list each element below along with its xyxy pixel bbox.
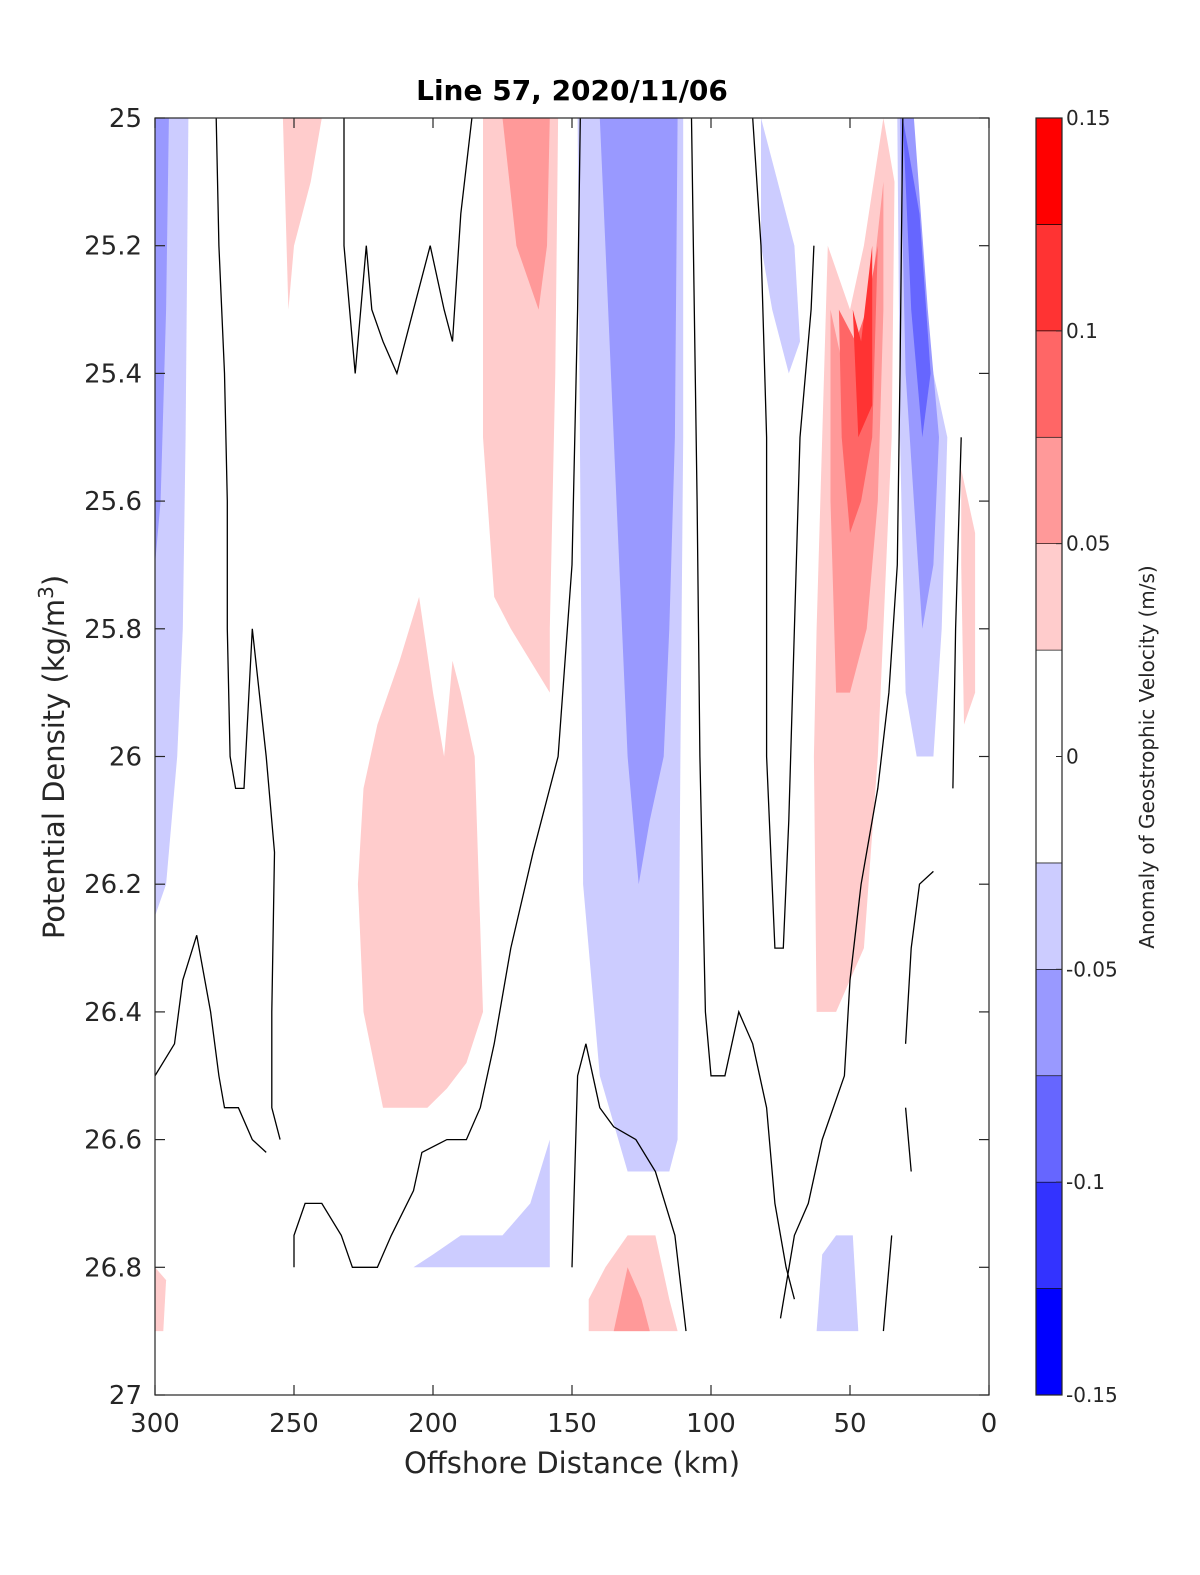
colorbar-tick-label: 0 (1066, 745, 1079, 769)
x-tick-label: 300 (130, 1409, 180, 1439)
colorbar-band (1035, 117, 1063, 225)
contour-region-4 (502, 118, 550, 310)
zero-contour-10 (904, 1107, 912, 1172)
zero-contour-9 (904, 870, 934, 1044)
zero-contour-5 (690, 118, 796, 1300)
y-axis-label-sup: 3 (34, 586, 58, 599)
zero-contour-2 (293, 118, 581, 1268)
x-axis-label: Offshore Distance (km) (404, 1446, 740, 1480)
zero-contour-7 (779, 118, 904, 1319)
y-tick-label: 25.6 (84, 487, 142, 517)
y-tick-label: 25.4 (84, 359, 142, 389)
y-axis-label-main: Potential Density (kg/m (37, 599, 71, 939)
y-axis-label: Potential Density (kg/m3) (34, 575, 71, 939)
x-tick-label: 250 (269, 1409, 319, 1439)
colorbar-band (1035, 1075, 1063, 1183)
contour-region-21 (155, 1267, 167, 1332)
zero-contour-4 (571, 1043, 687, 1332)
zero-contour-11 (952, 437, 962, 789)
contour-region-16 (961, 469, 976, 725)
y-tick-label: 25.2 (84, 232, 142, 262)
contour-region-17 (413, 1139, 550, 1268)
y-axis: 25 25.2 25.4 25.6 25.8 26 26.2 26.4 26.6 26.8 27 (84, 104, 989, 1411)
x-tick-label: 100 (686, 1409, 736, 1439)
zero-contour-6 (752, 118, 815, 949)
zero-contour-8 (882, 1235, 893, 1332)
y-tick-label: 26.2 (84, 870, 142, 900)
colorbar-tick-label: -0.05 (1066, 957, 1118, 981)
colorbar-tick-label: -0.15 (1066, 1383, 1118, 1407)
y-tick-label: 25 (109, 104, 142, 134)
colorbar-tick-label: 0.15 (1066, 106, 1111, 130)
contour-region-5 (357, 596, 483, 1108)
y-tick-label: 26.4 (84, 998, 142, 1028)
contour-region-19 (613, 1267, 650, 1332)
x-tick-label: 200 (408, 1409, 458, 1439)
contour-region-2 (282, 118, 322, 310)
colorbar-band (1035, 224, 1063, 332)
colorbar-tick-label: 0.05 (1066, 532, 1111, 556)
colorbar-ticks: 0.15 0.1 0.05 0 -0.05 -0.1 -0.15 (1056, 106, 1118, 1407)
zero-contour-lines (155, 118, 962, 1332)
y-axis-label-end: ) (37, 575, 71, 586)
y-tick-label: 27 (109, 1381, 142, 1411)
zero-contour-1 (155, 935, 267, 1153)
colorbar-label: Anomaly of Geostrophic Velocity (m/s) (1135, 565, 1159, 948)
contour-region-15 (902, 118, 931, 438)
contour-region-1 (155, 118, 169, 565)
colorbar-band (1035, 969, 1063, 1077)
contour-region-7 (599, 118, 678, 885)
colorbar-tick-label: -0.1 (1066, 1170, 1105, 1194)
colorbar-band (1035, 330, 1063, 438)
contour-region-20 (816, 1235, 859, 1332)
x-tick-label: 150 (547, 1409, 597, 1439)
zero-contour-3 (343, 118, 473, 376)
colorbar: 0.15 0.1 0.05 0 -0.05 -0.1 -0.15 (1035, 106, 1118, 1407)
zero-contour-0 (215, 118, 281, 1140)
colorbar-band (1035, 1181, 1063, 1289)
filled-contour-regions (155, 118, 976, 1332)
y-tick-label: 25.8 (84, 615, 142, 645)
y-tick-label: 26.8 (84, 1253, 142, 1283)
y-tick-label: 26 (109, 743, 142, 773)
chart-title: Line 57, 2020/11/06 (416, 74, 728, 107)
colorbar-tick-label: 0.1 (1066, 319, 1098, 343)
colorbar-band (1035, 436, 1063, 544)
x-tick-label: 0 (981, 1409, 998, 1439)
contour-region-12 (852, 245, 873, 438)
colorbar-band (1035, 862, 1063, 970)
x-axis: 300 250 200 150 100 50 0 (130, 118, 997, 1439)
plot-area: 300 250 200 150 100 50 0 2525.225.425.625.8262… (84, 104, 997, 1439)
colorbar-band (1035, 1288, 1063, 1396)
x-tick-label: 50 (833, 1409, 866, 1439)
y-tick-label: 26.6 (84, 1126, 142, 1156)
contour-region-8 (761, 118, 800, 374)
colorbar-band (1035, 543, 1063, 651)
